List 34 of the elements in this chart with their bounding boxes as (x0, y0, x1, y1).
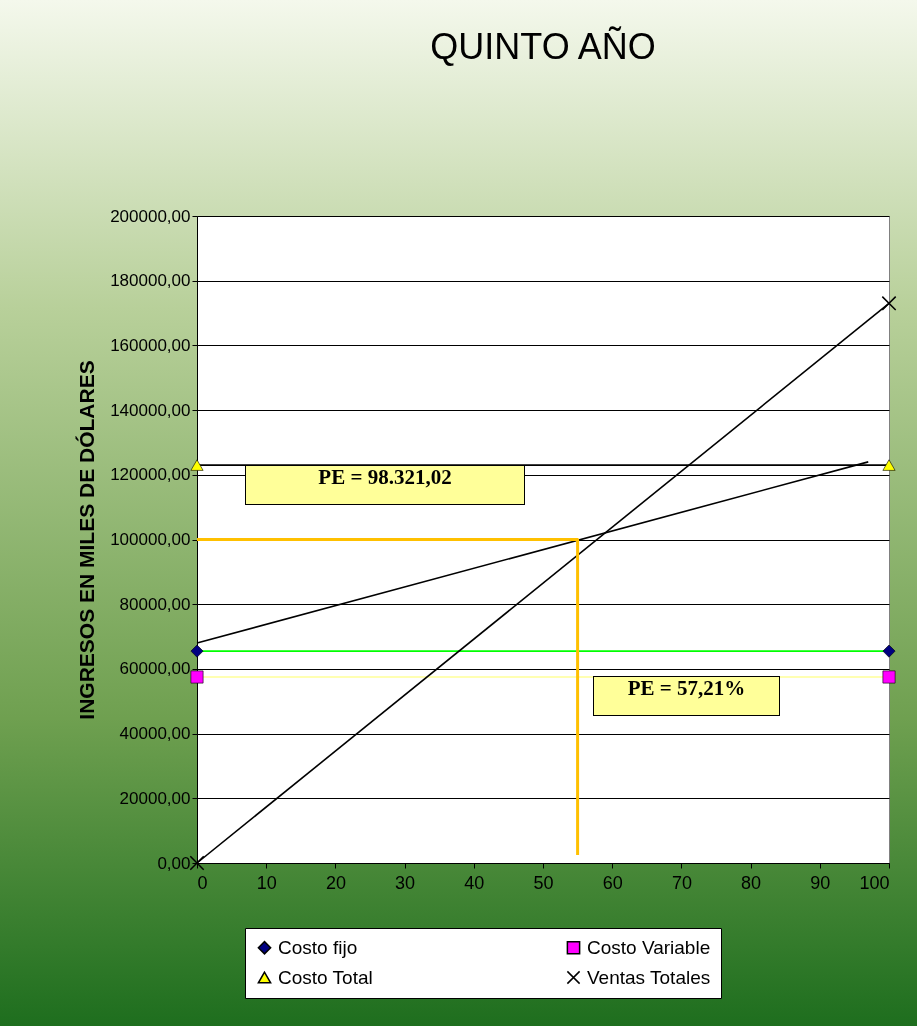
y-tick-label: 120000,00 (110, 465, 191, 485)
x-tick-label: 60 (602, 872, 623, 893)
point (882, 644, 896, 658)
x-tick-label: 30 (395, 872, 416, 893)
legend-label: Ventas Totales (587, 966, 711, 988)
point (190, 644, 204, 658)
x-tick-label: 0 (197, 872, 208, 893)
y-tick-label: 180000,00 (110, 271, 191, 291)
x-tick-label: 70 (671, 872, 692, 893)
point (881, 295, 897, 311)
x-tick-label: 80 (741, 872, 762, 893)
legend-label: Costo Variable (587, 936, 711, 958)
y-tick-label: 0,00 (157, 853, 191, 873)
point (190, 670, 204, 684)
chart-title: QUINTO AÑO (430, 26, 656, 67)
y-tick-label: 20000,00 (119, 788, 191, 808)
y-tick-label: 140000,00 (110, 400, 191, 420)
x-tick-label: 50 (533, 872, 554, 893)
y-tick-label: 40000,00 (119, 724, 191, 744)
y-axis-title: INGRESOS EN MILES DE DÓLARES (75, 360, 99, 720)
x-tick-label: 90 (810, 872, 831, 893)
x-tick-label: 20 (325, 872, 346, 893)
x-tick-label: 100 (859, 872, 890, 893)
point (189, 855, 205, 871)
y-tick-label: 200000,00 (110, 206, 191, 226)
y-tick-label: 80000,00 (119, 594, 191, 614)
point (882, 670, 896, 684)
y-tick-label: 160000,00 (110, 335, 191, 355)
y-tick-label: 100000,00 (110, 530, 191, 549)
x-tick-label: 10 (256, 872, 277, 893)
legend-label: Costo Total (278, 966, 373, 988)
y-tick-label: 60000,00 (119, 659, 191, 679)
x-tick-label: 40 (464, 872, 485, 893)
legend-label: Costo fijo (278, 936, 358, 958)
